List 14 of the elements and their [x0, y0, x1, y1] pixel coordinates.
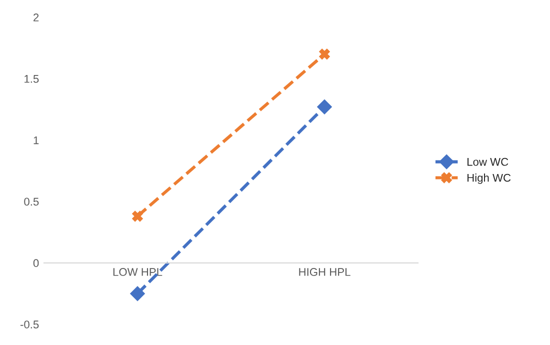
y-tick-label: 0.5	[24, 198, 39, 206]
point	[317, 100, 332, 114]
y-tick-label: 2	[34, 14, 39, 22]
y-tick-label: 1.5	[24, 75, 39, 83]
x-tick-label: LOW HPL	[113, 268, 162, 276]
legend-label: Low WC	[468, 158, 508, 166]
y-tick-label: 0	[33, 259, 39, 268]
point	[319, 48, 330, 60]
point	[132, 210, 143, 222]
y-tick-label: -0.5	[20, 320, 39, 328]
legend-label: High WC	[468, 174, 511, 184]
x-tick-label: HIGH HPL	[299, 268, 350, 276]
point	[130, 286, 145, 301]
y-tick-label: 1	[34, 136, 39, 144]
